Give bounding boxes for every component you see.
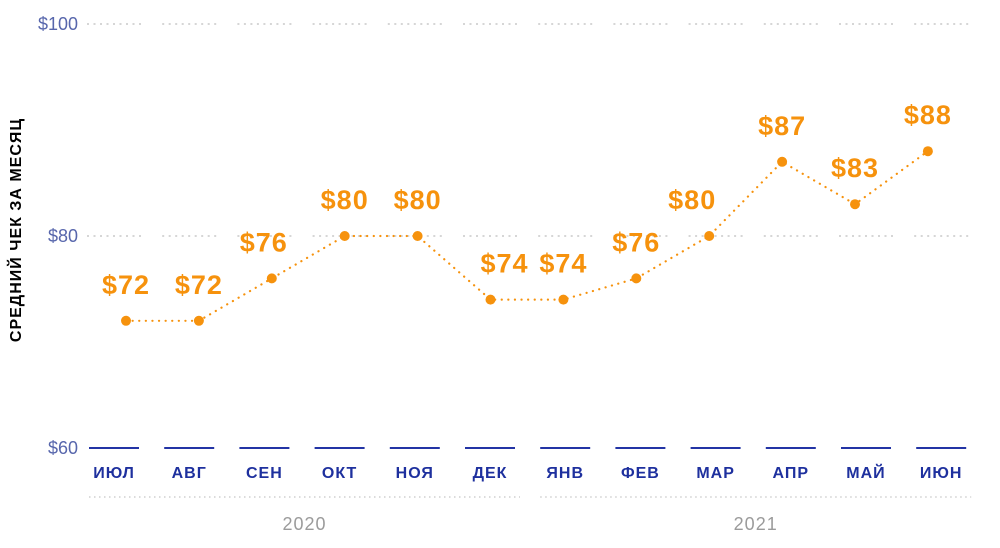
x-tick-label-month: МАЙ [846,463,885,482]
x-tick-label-month: ФЕВ [621,465,660,482]
data-point [121,315,131,326]
data-point [558,294,569,305]
data-point-label: $74 [539,249,587,279]
data-point [704,231,715,241]
data-point [777,156,788,167]
x-tick-label-month: ДЕК [473,465,508,482]
data-point-label: $80 [321,185,369,215]
x-tick-label-month: ИЮЛ [93,465,135,482]
data-point [631,273,642,284]
x-tick-label-month: ИЮН [920,465,963,482]
y-axis-title: СРЕДНИЙ ЧЕК ЗА МЕСЯЦ [6,118,25,342]
data-point [193,315,204,326]
data-point-label: $72 [175,270,223,300]
y-tick-label: $60 [48,438,78,458]
y-tick-label: $100 [38,14,78,34]
data-point [266,273,277,284]
data-point [850,199,860,210]
data-point [339,231,350,241]
data-point-label: $83 [831,153,879,183]
year-label: 2020 [282,514,326,534]
data-point-label: $87 [758,111,806,141]
data-point-label: $76 [240,227,288,257]
x-tick-label-month: МАР [696,465,735,482]
data-point-label: $74 [480,249,528,279]
data-point [922,146,933,157]
data-point [412,231,423,241]
x-tick-label-month: ЯНВ [546,465,584,482]
data-point-label: $76 [612,227,660,257]
year-label: 2021 [734,514,778,534]
data-point-label: $88 [904,100,952,130]
data-point-label: $72 [102,270,150,300]
data-point [485,294,496,305]
data-point-label: $80 [668,185,716,215]
x-tick-label-month: АПР [773,465,810,482]
x-tick-label-month: ОКТ [322,465,357,482]
y-tick-label: $80 [48,226,78,246]
x-tick-label-month: СЕН [246,465,283,482]
x-tick-label-month: АВГ [172,465,207,482]
x-tick-label-month: НОЯ [396,465,434,482]
data-point-label: $80 [394,185,442,215]
